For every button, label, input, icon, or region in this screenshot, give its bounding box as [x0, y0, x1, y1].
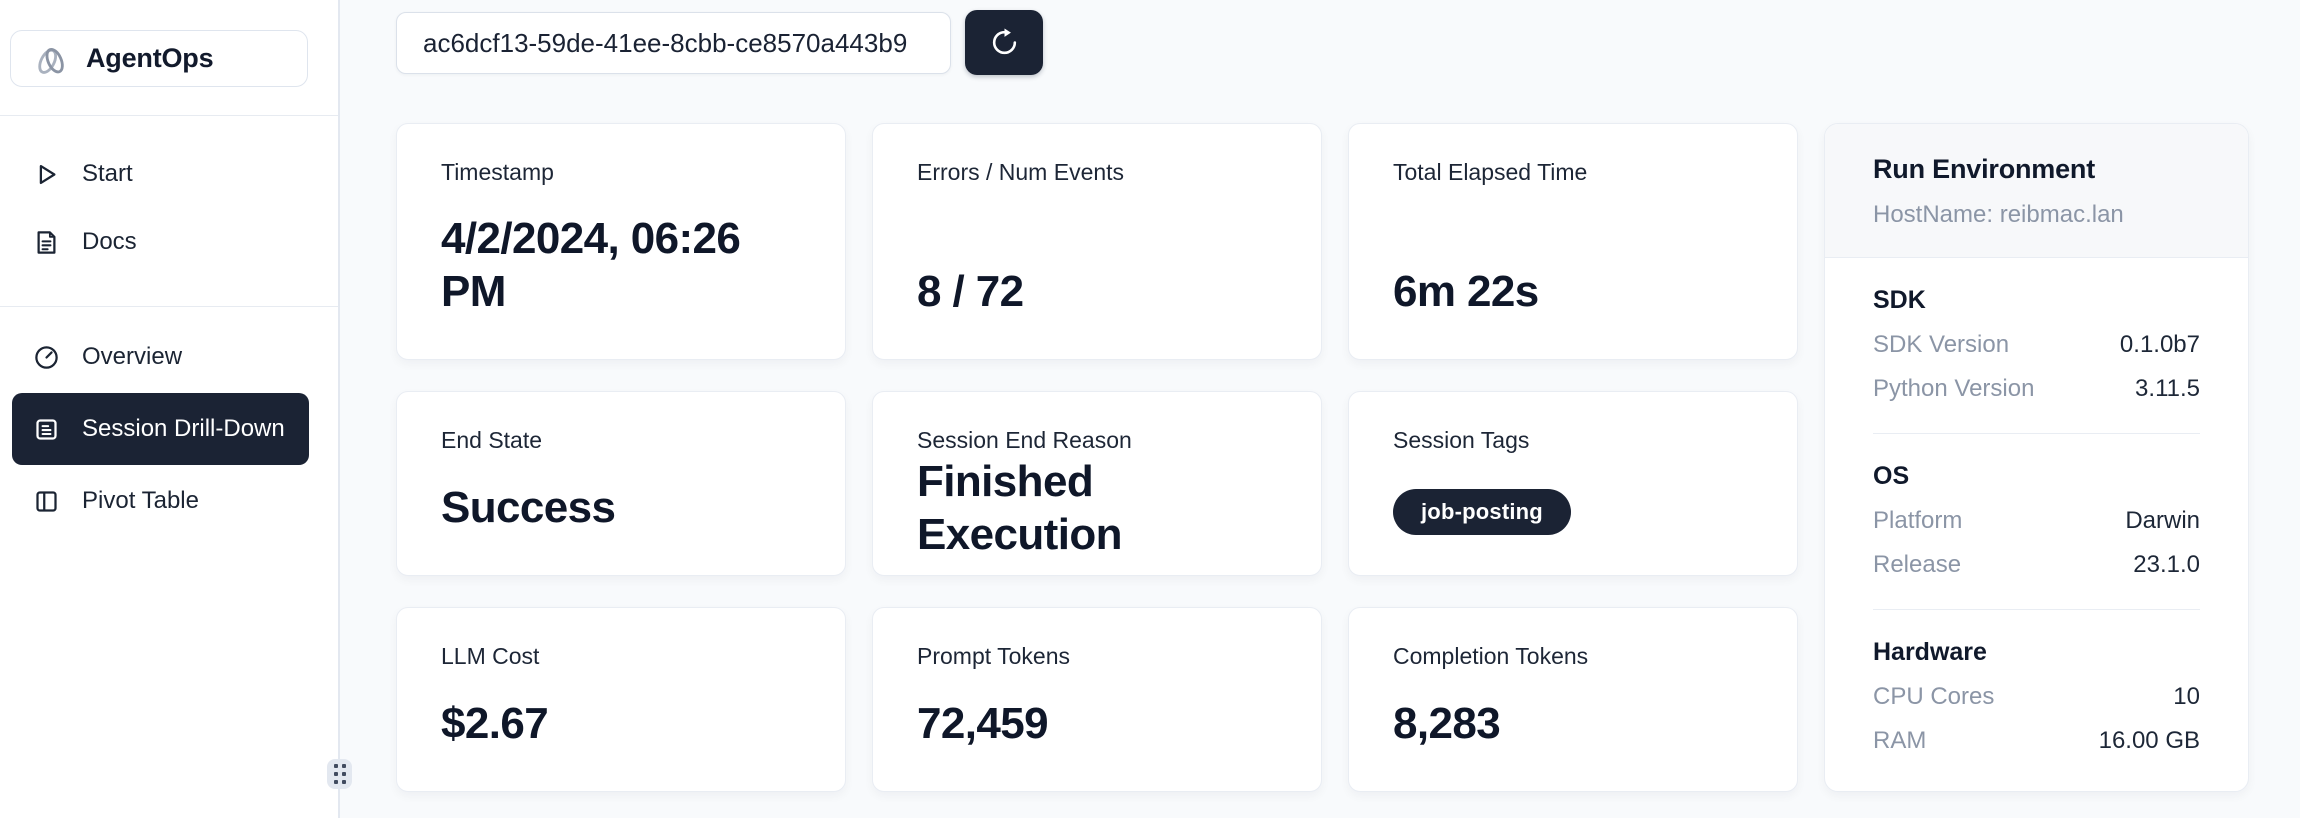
sidebar-resize-handle[interactable] [327, 759, 352, 789]
metric-label: Session End Reason [917, 427, 1132, 453]
sidebar-nav-top: Start Docs [0, 116, 338, 276]
session-tag-badge[interactable]: job-posting [1393, 489, 1571, 535]
agentops-logo-icon [31, 39, 71, 79]
metric-value: 6m 22s [1393, 267, 1539, 317]
layout-sidebar-icon [36, 490, 57, 512]
brand-name: AgentOps [86, 43, 214, 73]
env-section-heading: SDK [1873, 286, 1926, 314]
sidebar-item-overview[interactable]: Overview [0, 323, 338, 391]
env-row: Python Version 3.11.5 [1873, 375, 2200, 403]
metric-card-session-tags: Session Tags job-posting [1348, 391, 1798, 576]
metric-value: 8,283 [1393, 699, 1501, 749]
env-row-value: 10 [2173, 683, 2200, 710]
metric-card-end-reason: Session End Reason Finished Execution [872, 391, 1322, 576]
env-row-value: Darwin [2125, 507, 2200, 534]
run-environment-body: SDK SDK Version 0.1.0b7 Python Version 3… [1825, 258, 2248, 785]
session-toolbar [396, 10, 2250, 75]
metric-label: Errors / Num Events [917, 159, 1125, 185]
sidebar-item-session-drill-down[interactable]: Session Drill-Down [12, 393, 309, 465]
sidebar-item-label: Start [82, 160, 133, 187]
sidebar-item-label: Session Drill-Down [82, 415, 285, 442]
run-environment-panel: Run Environment HostName: reibmac.lan SD… [1824, 123, 2249, 792]
metric-card-completion-tokens: Completion Tokens 8,283 [1348, 607, 1798, 792]
metric-label: Total Elapsed Time [1393, 159, 1588, 185]
main-content: Timestamp 4/2/2024, 06:26 PM Errors / Nu… [340, 0, 2300, 818]
metrics-grid: Timestamp 4/2/2024, 06:26 PM Errors / Nu… [396, 123, 2250, 792]
sidebar-item-label: Pivot Table [82, 487, 199, 514]
env-row: Platform Darwin [1873, 507, 2200, 535]
sidebar-item-pivot-table[interactable]: Pivot Table [0, 467, 338, 535]
sidebar-item-label: Docs [82, 228, 137, 255]
metric-value: 4/2/2024, 06:26 PM [441, 213, 741, 317]
refresh-button[interactable] [965, 10, 1043, 75]
env-section-hardware: Hardware CPU Cores 10 RAM 16.00 GB [1873, 609, 2200, 785]
env-row-value: 16.00 GB [2098, 727, 2200, 754]
sidebar-item-label: Overview [82, 343, 183, 370]
sidebar-item-start[interactable]: Start [0, 140, 338, 208]
env-section-heading: OS [1873, 462, 1910, 490]
metric-label: LLM Cost [441, 643, 540, 669]
sidebar-item-docs[interactable]: Docs [0, 208, 338, 276]
env-row-label: Release [1873, 551, 1962, 578]
metric-card-elapsed-time: Total Elapsed Time 6m 22s [1348, 123, 1798, 360]
play-icon [39, 164, 56, 184]
env-row-label: Python Version [1873, 375, 2035, 402]
session-id-input[interactable] [396, 12, 951, 74]
env-row: SDK Version 0.1.0b7 [1873, 331, 2200, 359]
env-row: Release 23.1.0 [1873, 551, 2200, 579]
env-row-label: SDK Version [1873, 331, 2010, 358]
env-row-value: 23.1.0 [2133, 551, 2200, 578]
env-row-value: 3.11.5 [2135, 375, 2200, 402]
brand-logo-box[interactable]: AgentOps [10, 30, 308, 87]
sidebar-divider-mid [0, 306, 338, 307]
document-icon [37, 230, 56, 254]
metric-card-timestamp: Timestamp 4/2/2024, 06:26 PM [396, 123, 846, 360]
metric-label: End State [441, 427, 543, 453]
env-row: RAM 16.00 GB [1873, 727, 2200, 755]
metric-value: 8 / 72 [917, 267, 1024, 317]
env-row-label: Platform [1873, 507, 1963, 534]
refresh-icon [992, 28, 1016, 55]
metric-card-prompt-tokens: Prompt Tokens 72,459 [872, 607, 1322, 792]
metric-label: Session Tags [1393, 427, 1530, 453]
metric-label: Prompt Tokens [917, 643, 1070, 669]
metric-label: Completion Tokens [1393, 643, 1589, 669]
run-environment-header: Run Environment HostName: reibmac.lan [1825, 124, 2248, 258]
env-row-label: RAM [1873, 727, 1927, 754]
env-section-heading: Hardware [1873, 638, 1987, 666]
metric-value: $2.67 [441, 699, 549, 749]
list-icon [36, 418, 57, 440]
metric-value: 72,459 [917, 699, 1049, 749]
sidebar: AgentOps Start Docs Overview Session Dri… [0, 0, 352, 818]
env-row-value: 0.1.0b7 [2119, 331, 2200, 358]
env-row-label: CPU Cores [1873, 683, 1995, 710]
sidebar-nav-main: Overview Session Drill-Down Pivot Table [0, 307, 338, 535]
hostname-text: HostName: reibmac.lan [1873, 201, 2124, 228]
env-row: CPU Cores 10 [1873, 683, 2200, 711]
metric-value: Success [441, 483, 616, 533]
metric-value: Finished Execution [917, 456, 1122, 560]
metric-card-errors: Errors / Num Events 8 / 72 [872, 123, 1322, 360]
env-section-sdk: SDK SDK Version 0.1.0b7 Python Version 3… [1873, 258, 2200, 433]
metric-label: Timestamp [441, 159, 554, 185]
env-section-os: OS Platform Darwin Release 23.1.0 [1873, 433, 2200, 609]
sidebar-divider-top [0, 115, 338, 116]
gauge-icon [35, 345, 58, 369]
metric-card-end-state: End State Success [396, 391, 846, 576]
metric-card-llm-cost: LLM Cost $2.67 [396, 607, 846, 792]
run-environment-title: Run Environment [1873, 154, 2096, 184]
